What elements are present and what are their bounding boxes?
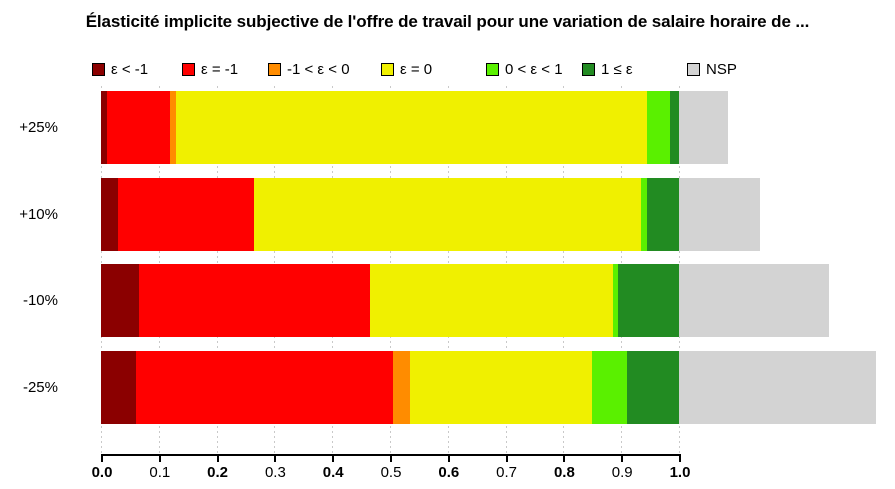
legend-label: ε < -1: [111, 60, 149, 78]
legend-label: ε = -1: [201, 60, 239, 78]
chart-title: Élasticité implicite subjective de l'off…: [85, 12, 810, 31]
bar-segment: [626, 351, 679, 424]
bar-segment: [679, 178, 760, 251]
x-axis-tick: [274, 454, 277, 462]
bar-segment: [118, 178, 255, 251]
legend-swatch-icon: [182, 62, 195, 76]
y-axis-label: +25%: [19, 118, 58, 136]
legend-item: 0 < ε < 1: [486, 60, 563, 78]
bar-segment: [101, 91, 107, 164]
x-axis-tick: [679, 454, 681, 462]
legend-swatch-icon: [486, 62, 499, 76]
bar-segment: [679, 264, 830, 337]
x-axis-tick-label: 0.5: [380, 464, 402, 481]
x-axis-tick-label: 0.1: [149, 464, 171, 481]
x-axis-tick-label: 0.0: [91, 464, 113, 481]
x-axis-tick: [158, 454, 161, 462]
x-axis-tick-label: 0.6: [438, 464, 460, 481]
legend-item: -1 < ε < 0: [268, 60, 350, 78]
x-axis-tick-label: 0.8: [553, 464, 575, 481]
bar-segment: [647, 91, 671, 164]
legend-label: 0 < ε < 1: [505, 60, 563, 78]
bar-row-+25%: [101, 91, 895, 164]
bar-segment: [101, 178, 119, 251]
bar-segment: [392, 351, 411, 424]
legend-label: NSP: [706, 60, 737, 78]
bar-segment: [641, 178, 648, 251]
bar-segment: [138, 264, 370, 337]
x-axis-tick: [505, 454, 508, 462]
legend-label: 1 ≤ ε: [601, 60, 633, 78]
x-axis-tick-label: 0.3: [264, 464, 286, 481]
x-axis-tick: [447, 454, 450, 462]
x-axis-tick: [101, 454, 103, 462]
bar-segment: [254, 178, 642, 251]
bar-row--10%: [101, 264, 895, 337]
legend-swatch-icon: [92, 62, 105, 76]
x-axis-tick-label: 0.7: [496, 464, 518, 481]
bar-row--25%: [101, 351, 895, 424]
x-axis-tick-label: 0.4: [322, 464, 344, 481]
x-axis-tick: [563, 454, 566, 462]
x-axis-tick: [621, 454, 624, 462]
bar-segment: [592, 351, 627, 424]
legend-swatch-icon: [582, 62, 595, 76]
x-axis-tick: [216, 454, 219, 462]
bar-segment: [612, 264, 619, 337]
bar-segment: [106, 91, 171, 164]
x-axis-tick: [332, 454, 335, 462]
y-axis-label: -25%: [22, 378, 58, 396]
legend-swatch-icon: [268, 62, 281, 76]
y-axis-label: -10%: [22, 291, 58, 309]
x-axis-tick-label: 0.9: [611, 464, 633, 481]
legend-label: -1 < ε < 0: [287, 60, 350, 78]
legend-swatch-icon: [381, 62, 394, 76]
bar-segment: [670, 91, 679, 164]
legend-item: 1 ≤ ε: [582, 60, 633, 78]
legend-item: NSP: [687, 60, 737, 78]
y-axis-label: +10%: [19, 205, 58, 223]
bar-segment: [618, 264, 679, 337]
bar-segment: [679, 351, 876, 424]
bar-segment: [410, 351, 593, 424]
bar-segment: [369, 264, 613, 337]
bar-segment: [679, 91, 729, 164]
legend-item: ε < -1: [92, 60, 149, 78]
bar-segment: [101, 264, 139, 337]
x-axis-tick-label: 0.2: [207, 464, 229, 481]
legend-label: ε = 0: [400, 60, 433, 78]
bar-segment: [101, 351, 136, 424]
bar-segment: [170, 91, 177, 164]
bar-segment: [135, 351, 393, 424]
x-axis-tick-label: 1.0: [669, 464, 691, 481]
legend-item: ε = 0: [381, 60, 433, 78]
x-axis-tick: [390, 454, 392, 462]
bar-segment: [176, 91, 648, 164]
bar-segment: [647, 178, 679, 251]
legend-swatch-icon: [687, 62, 700, 76]
bar-row-+10%: [101, 178, 895, 251]
legend-item: ε = -1: [182, 60, 239, 78]
